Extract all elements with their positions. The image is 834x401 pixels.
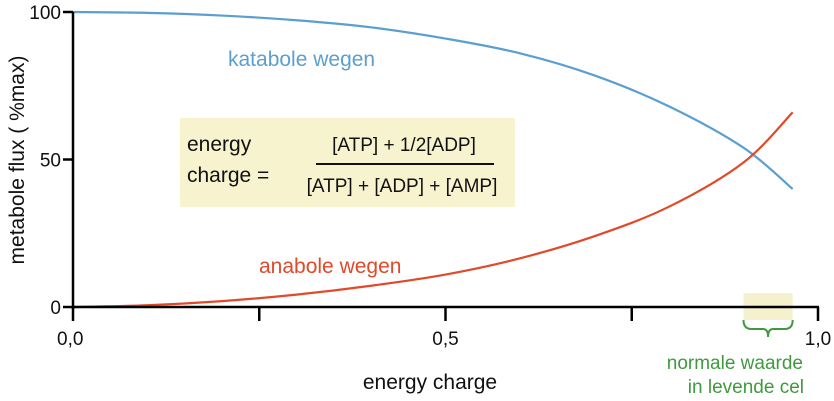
x-tick-label: 0,5 [432,329,458,350]
series-label-anabole: anabole wegen [259,255,401,278]
normal-range-brace [742,319,794,338]
formula-box [180,118,515,207]
normal-range-label-line1: normale waarde [667,353,803,374]
formula-numerator: [ATP] + 1/2[ADP] [332,135,476,156]
x-tick-label: 0,0 [57,329,83,350]
x-tick-label: 1,0 [805,329,831,350]
y-tick-label: 100 [29,3,61,24]
y-tick-label: 50 [40,151,61,172]
series-label-katabole: katabole wegen [228,48,375,71]
series-line-anabole [72,111,794,309]
x-axis-label: energy charge [363,371,497,394]
y-axis-label: metabole flux ( %max) [6,56,29,265]
formula-denominator: [ATP] + [ADP] + [AMP] [307,176,498,197]
formula-lhs-line2: charge = [187,164,269,187]
formula-lhs-line1: energy [187,133,252,156]
normal-range-label-line2: in levende cel [688,377,804,398]
series-line-katabole [72,10,794,190]
y-tick-label: 0 [50,298,61,319]
